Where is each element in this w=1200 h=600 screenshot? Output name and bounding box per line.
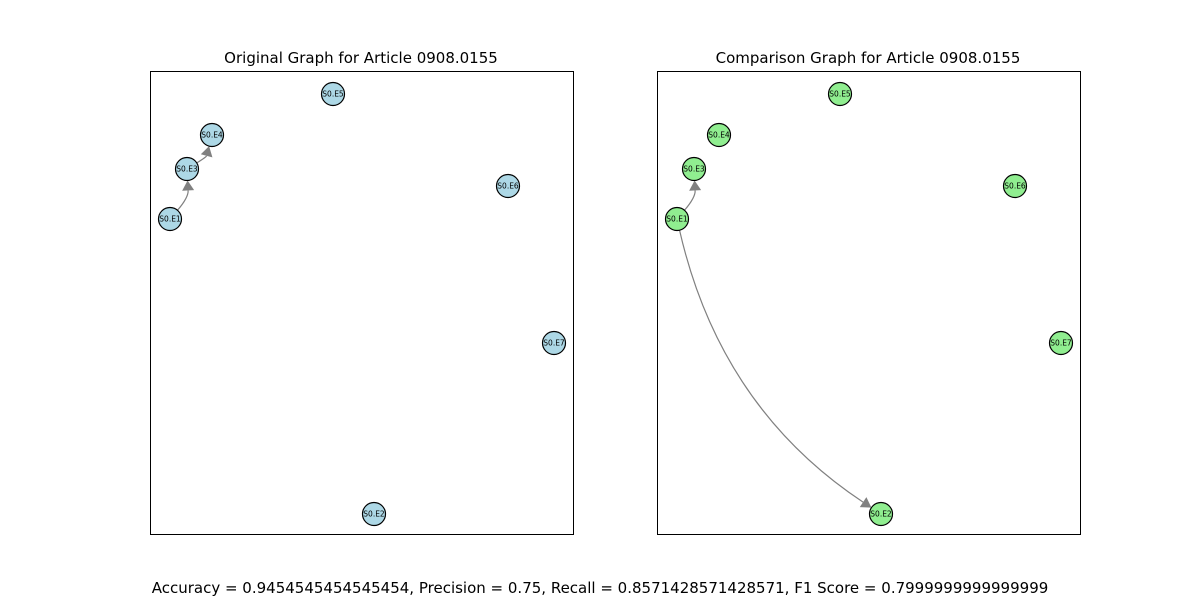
node-label: S0.E2 [363,510,385,519]
node-circle [495,173,521,199]
node-S0.E3: S0.E3 [681,156,707,182]
node-S0.E1: S0.E1 [664,206,690,232]
node-S0.E7: S0.E7 [1048,330,1074,356]
edge-S0.E1-to-S0.E2 [678,230,864,503]
comparison-graph-canvas: S0.E1 S0.E2 S0.E3 S0.E4 S0.E5 S0.E6 S0.E7 [664,81,1074,527]
node-circle [706,122,732,148]
node-circle [361,501,387,527]
node-label: S0.E1 [159,215,181,224]
node-circle [664,206,690,232]
node-label: S0.E7 [543,339,565,348]
comparison-graph-panel: S0.E1 S0.E2 S0.E3 S0.E4 S0.E5 S0.E6 S0.E7 [657,71,1081,535]
node-S0.E4: S0.E4 [199,122,225,148]
node-label: S0.E3 [176,165,198,174]
arrowhead-S0.E1-to-S0.E3 [689,180,702,191]
arrowhead-S0.E1-to-S0.E2 [859,497,872,508]
left-graph-title: Original Graph for Article 0908.0155 [224,49,498,67]
right-graph-title: Comparison Graph for Article 0908.0155 [715,49,1021,67]
node-S0.E4: S0.E4 [706,122,732,148]
node-S0.E7: S0.E7 [541,330,567,356]
node-layer: S0.E1 S0.E2 S0.E3 S0.E4 S0.E5 S0.E6 S0.E7 [157,81,567,527]
node-circle [827,81,853,107]
node-circle [1048,330,1074,356]
edge-S0.E1-to-S0.E3 [684,190,696,211]
original-graph-panel: S0.E1 S0.E2 S0.E3 S0.E4 S0.E5 S0.E6 S0.E7 [150,71,574,535]
arrowhead-S0.E3-to-S0.E4 [200,146,213,158]
node-S0.E1: S0.E1 [157,206,183,232]
node-S0.E5: S0.E5 [827,81,853,107]
edge-layer [177,146,213,211]
edge-S0.E1-to-S0.E3 [177,190,189,211]
node-label: S0.E6 [497,182,519,191]
node-label: S0.E3 [683,165,705,174]
node-label: S0.E2 [870,510,892,519]
node-circle [157,206,183,232]
node-circle [541,330,567,356]
node-S0.E5: S0.E5 [320,81,346,107]
node-circle [868,501,894,527]
node-S0.E6: S0.E6 [495,173,521,199]
node-circle [1002,173,1028,199]
node-label: S0.E4 [201,131,223,140]
node-S0.E2: S0.E2 [361,501,387,527]
node-label: S0.E5 [829,90,851,99]
node-label: S0.E6 [1004,182,1026,191]
metrics-summary: Accuracy = 0.9454545454545454, Precision… [151,579,1049,597]
node-S0.E3: S0.E3 [174,156,200,182]
edge-layer [678,180,872,508]
edge-S0.E3-to-S0.E4 [196,155,208,164]
node-S0.E2: S0.E2 [868,501,894,527]
node-label: S0.E4 [708,131,730,140]
node-label: S0.E7 [1050,339,1072,348]
arrowhead-S0.E1-to-S0.E3 [182,180,195,191]
node-circle [681,156,707,182]
node-label: S0.E1 [666,215,688,224]
node-layer: S0.E1 S0.E2 S0.E3 S0.E4 S0.E5 S0.E6 S0.E7 [664,81,1074,527]
node-circle [320,81,346,107]
node-label: S0.E5 [322,90,344,99]
node-S0.E6: S0.E6 [1002,173,1028,199]
original-graph-canvas: S0.E1 S0.E2 S0.E3 S0.E4 S0.E5 S0.E6 S0.E7 [157,81,567,527]
node-circle [174,156,200,182]
node-circle [199,122,225,148]
